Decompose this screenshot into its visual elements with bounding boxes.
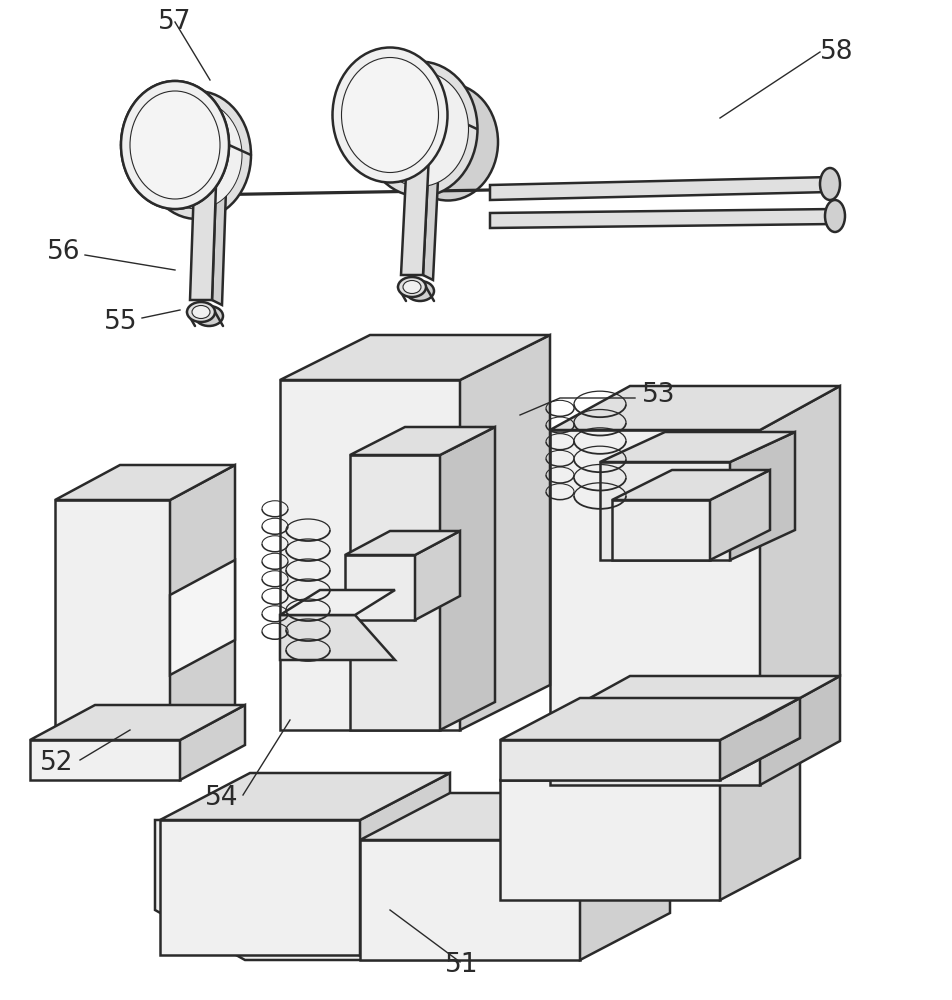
- Polygon shape: [460, 335, 550, 730]
- Text: 54: 54: [205, 785, 238, 811]
- Polygon shape: [415, 531, 460, 620]
- Polygon shape: [580, 793, 670, 960]
- Polygon shape: [500, 698, 800, 740]
- Polygon shape: [280, 590, 395, 615]
- Ellipse shape: [363, 62, 478, 196]
- Polygon shape: [350, 455, 440, 730]
- Polygon shape: [760, 676, 840, 785]
- Ellipse shape: [403, 280, 421, 294]
- Polygon shape: [360, 840, 580, 960]
- Polygon shape: [180, 705, 245, 780]
- Ellipse shape: [398, 84, 498, 200]
- Polygon shape: [280, 615, 395, 660]
- Polygon shape: [730, 432, 795, 560]
- Polygon shape: [170, 465, 235, 760]
- Polygon shape: [360, 793, 670, 840]
- Polygon shape: [710, 470, 770, 560]
- Polygon shape: [170, 560, 235, 675]
- Polygon shape: [401, 155, 429, 275]
- Ellipse shape: [398, 277, 426, 297]
- Text: 55: 55: [104, 309, 137, 335]
- Ellipse shape: [195, 306, 223, 326]
- Polygon shape: [720, 738, 800, 900]
- Polygon shape: [160, 773, 450, 820]
- Polygon shape: [600, 462, 730, 560]
- Polygon shape: [490, 177, 830, 200]
- Ellipse shape: [130, 91, 220, 199]
- Text: 56: 56: [47, 239, 80, 265]
- Ellipse shape: [332, 47, 447, 182]
- Polygon shape: [423, 155, 439, 280]
- Polygon shape: [212, 185, 226, 305]
- Polygon shape: [550, 720, 760, 785]
- Polygon shape: [350, 427, 495, 455]
- Ellipse shape: [187, 302, 215, 322]
- Polygon shape: [500, 740, 720, 780]
- Text: 58: 58: [820, 39, 854, 65]
- Polygon shape: [345, 555, 415, 620]
- Text: 51: 51: [446, 952, 479, 978]
- Polygon shape: [30, 740, 180, 780]
- Ellipse shape: [820, 168, 840, 200]
- Polygon shape: [600, 432, 795, 462]
- Polygon shape: [280, 335, 550, 380]
- Polygon shape: [155, 820, 460, 960]
- Polygon shape: [55, 500, 170, 760]
- Polygon shape: [55, 465, 235, 500]
- Polygon shape: [500, 780, 720, 900]
- Ellipse shape: [121, 81, 229, 209]
- Polygon shape: [190, 185, 216, 300]
- Polygon shape: [720, 698, 800, 780]
- Ellipse shape: [130, 91, 220, 199]
- Polygon shape: [30, 705, 245, 740]
- Polygon shape: [160, 820, 360, 955]
- Polygon shape: [500, 738, 800, 780]
- Text: 57: 57: [158, 9, 191, 35]
- Ellipse shape: [121, 81, 229, 209]
- Ellipse shape: [342, 57, 439, 172]
- Ellipse shape: [192, 306, 210, 318]
- Text: 53: 53: [642, 382, 676, 408]
- Ellipse shape: [371, 72, 468, 186]
- Polygon shape: [440, 427, 495, 730]
- Polygon shape: [550, 386, 840, 430]
- Polygon shape: [612, 470, 770, 500]
- Polygon shape: [612, 500, 710, 560]
- Ellipse shape: [825, 200, 845, 232]
- Ellipse shape: [152, 101, 242, 209]
- Polygon shape: [550, 676, 840, 720]
- Polygon shape: [760, 386, 840, 720]
- Ellipse shape: [143, 91, 251, 219]
- Ellipse shape: [406, 281, 434, 301]
- Text: 52: 52: [39, 750, 73, 776]
- Polygon shape: [550, 430, 760, 720]
- Polygon shape: [280, 380, 460, 730]
- Polygon shape: [360, 773, 450, 955]
- Polygon shape: [490, 209, 835, 228]
- Polygon shape: [345, 531, 460, 555]
